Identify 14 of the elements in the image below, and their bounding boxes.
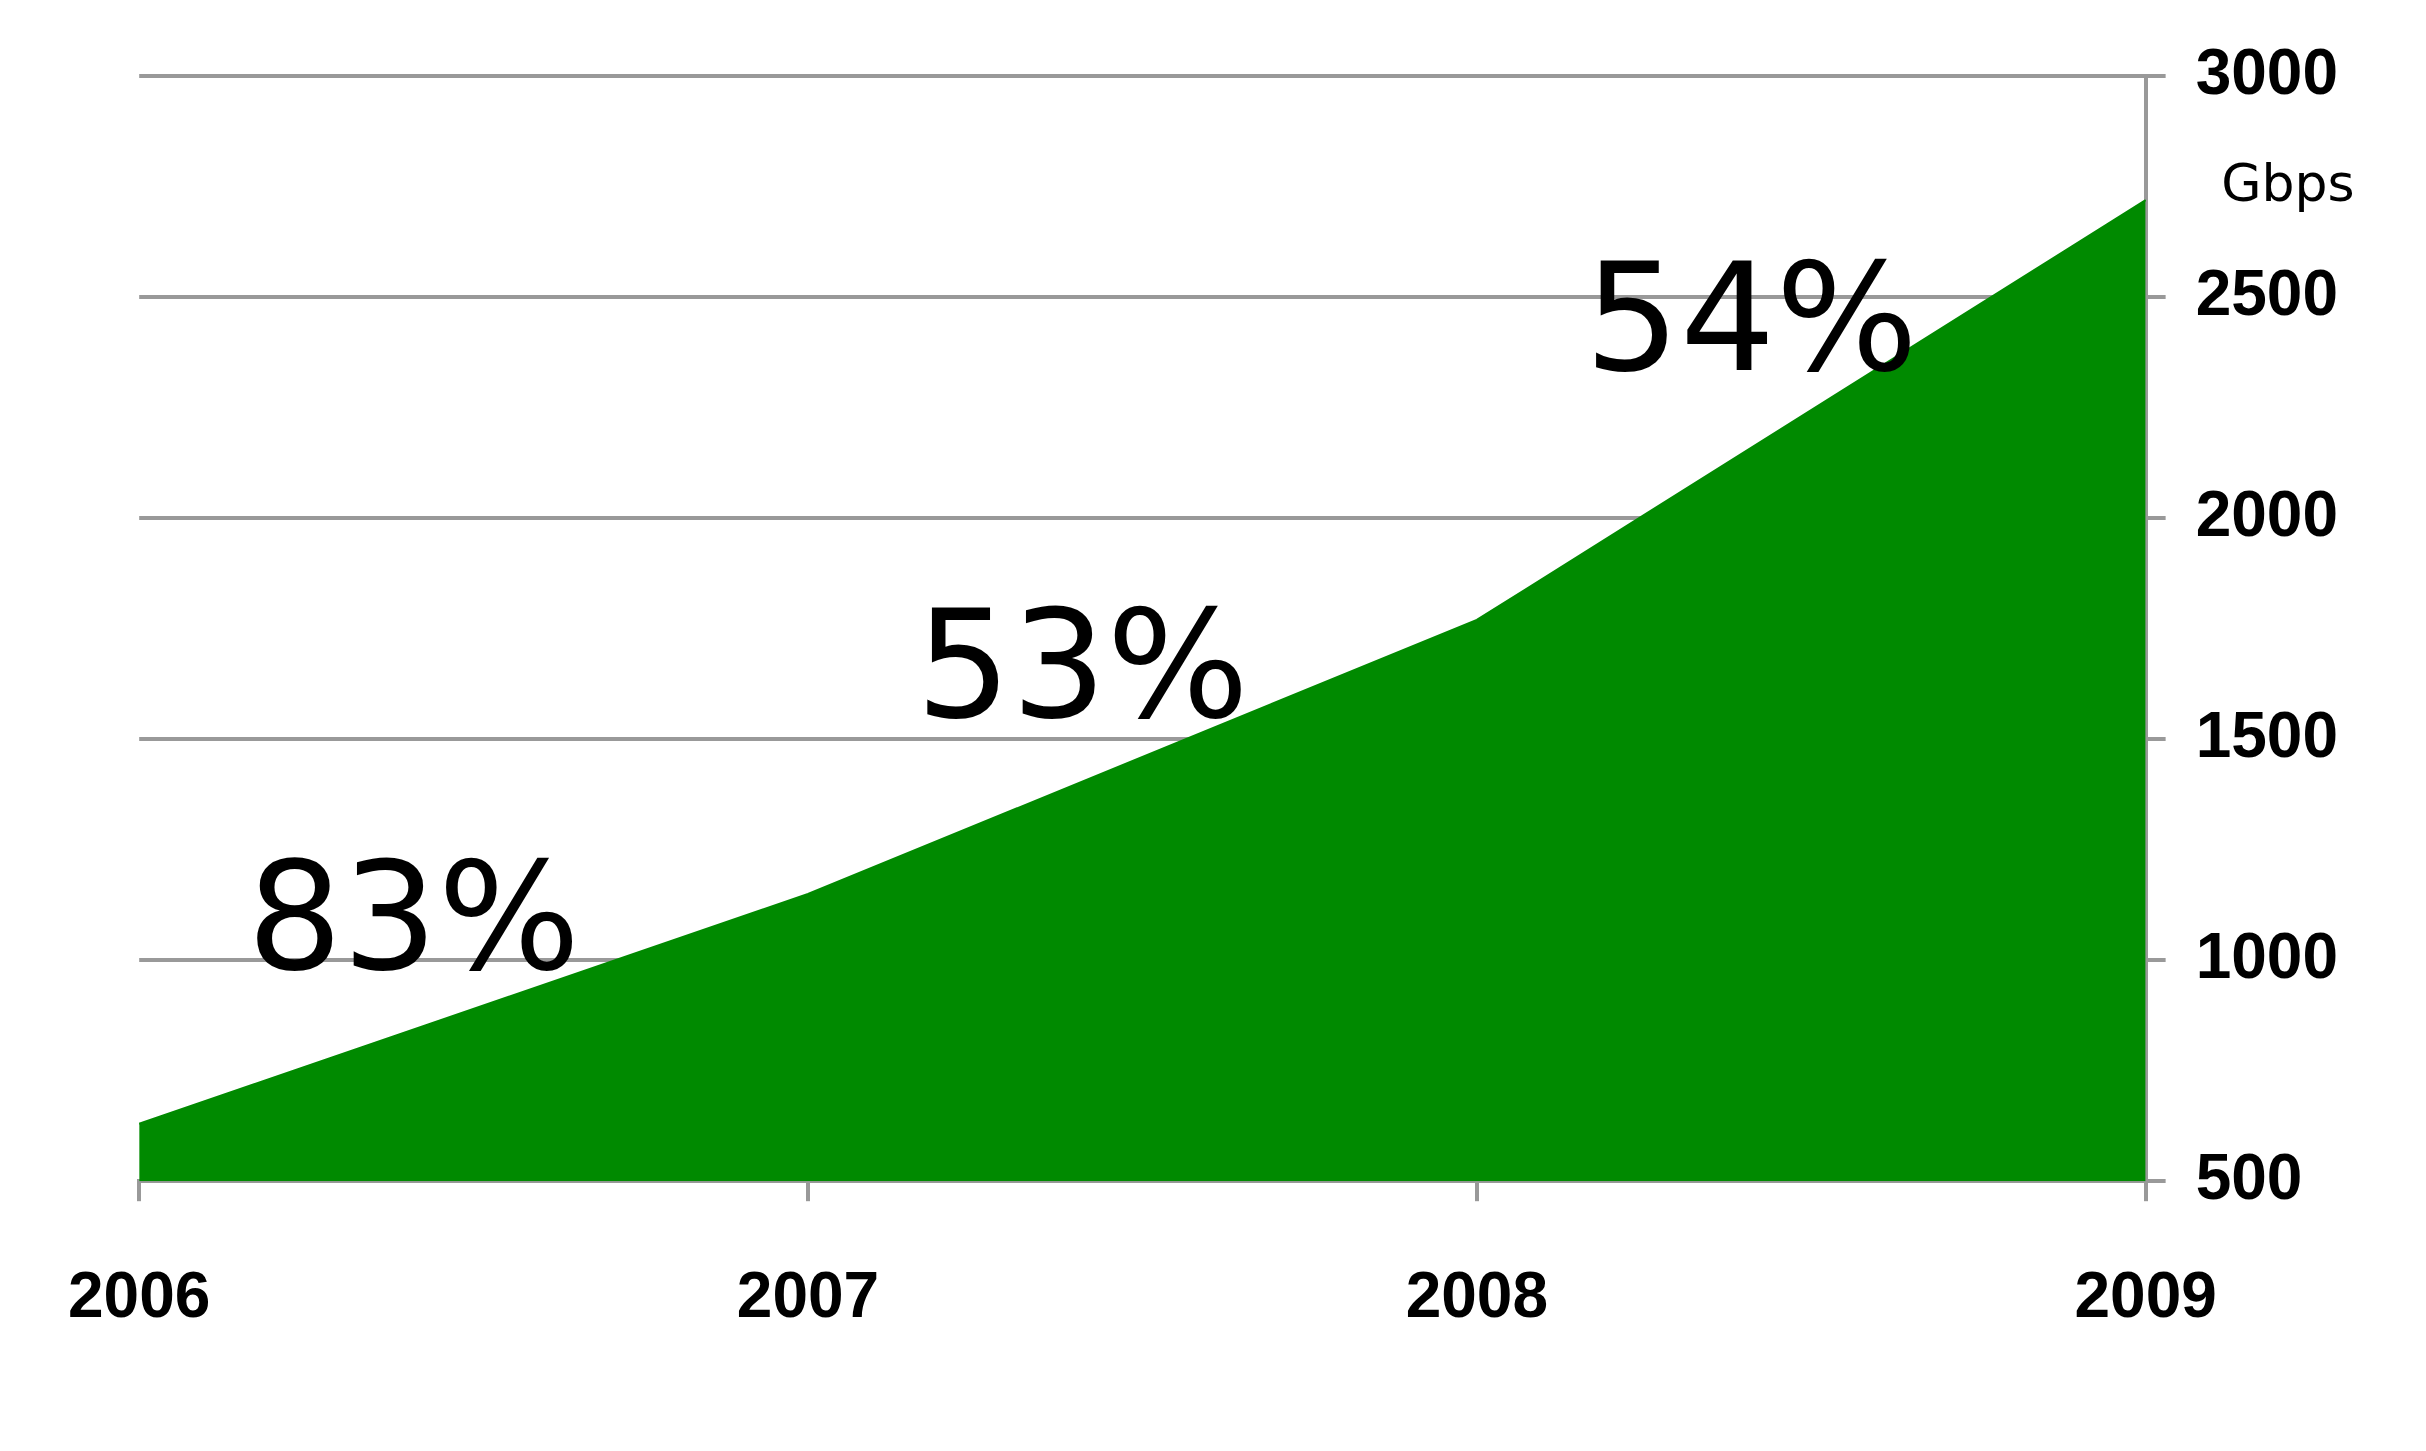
y-tick-label: 2000	[2195, 477, 2338, 550]
x-tick-label: 2008	[1405, 1259, 1548, 1332]
y-tick-label: 2500	[2195, 257, 2338, 329]
y-tick-label: 3000	[2195, 36, 2338, 109]
annotation: 54%	[1584, 231, 1918, 406]
y-tick-label: 1500	[2195, 698, 2338, 771]
x-tick-label: 2007	[736, 1259, 880, 1332]
x-tick-label: 2006	[68, 1259, 211, 1332]
y-axis-title: Gbps	[2221, 153, 2355, 214]
annotation: 53%	[915, 577, 1250, 752]
x-tick-label: 2009	[2074, 1259, 2217, 1332]
annotation: 83%	[246, 829, 581, 1004]
y-tick-label: 500	[2195, 1140, 2303, 1213]
y-tick-label: 1000	[2195, 919, 2338, 992]
